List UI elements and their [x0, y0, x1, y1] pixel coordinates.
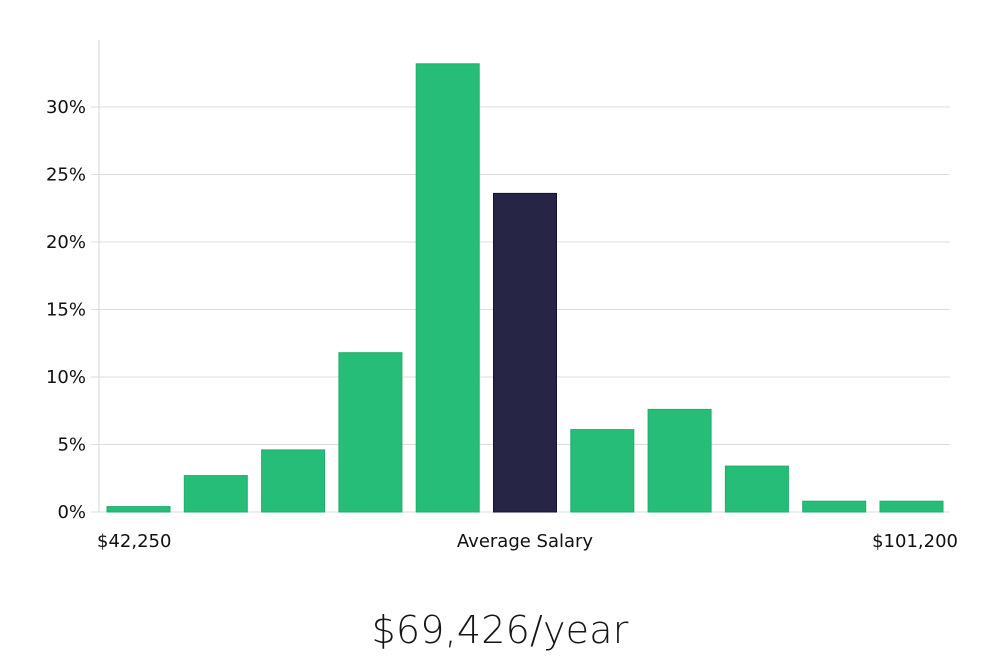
- y-tick-label: 15%: [46, 300, 86, 321]
- bar-2: [183, 475, 248, 513]
- average-salary-value: $69,426/year: [371, 608, 629, 652]
- bar-1: [106, 506, 171, 513]
- x-label-max: $101,200: [872, 531, 958, 552]
- bar-11: [879, 500, 944, 513]
- salary-distribution-chart: 0% 5% 10% 15% 20% 25% 30% $42,250 Average Sala…: [46, 40, 958, 552]
- grid-layer: 0% 5% 10% 15% 20% 25% 30%: [46, 40, 950, 523]
- bar-10: [802, 500, 867, 513]
- bar-7: [570, 429, 635, 513]
- bar-4: [338, 352, 403, 513]
- labels-layer: $42,250 Average Salary $101,200: [97, 531, 958, 552]
- x-label-center: Average Salary: [457, 531, 594, 552]
- x-label-min: $42,250: [97, 531, 171, 552]
- y-tick-label: 10%: [46, 367, 86, 388]
- bar-9: [724, 465, 789, 513]
- bar-3: [261, 449, 326, 513]
- y-tick-label: 25%: [46, 165, 86, 186]
- y-tick-label: 30%: [46, 97, 86, 118]
- bar-average-salary: [493, 192, 557, 513]
- y-tick-label: 20%: [46, 232, 86, 253]
- bars-layer: [106, 63, 944, 513]
- y-tick-label: 5%: [57, 435, 86, 456]
- y-tick-label: 0%: [57, 502, 86, 523]
- bar-5: [415, 63, 480, 513]
- bar-8: [647, 408, 712, 513]
